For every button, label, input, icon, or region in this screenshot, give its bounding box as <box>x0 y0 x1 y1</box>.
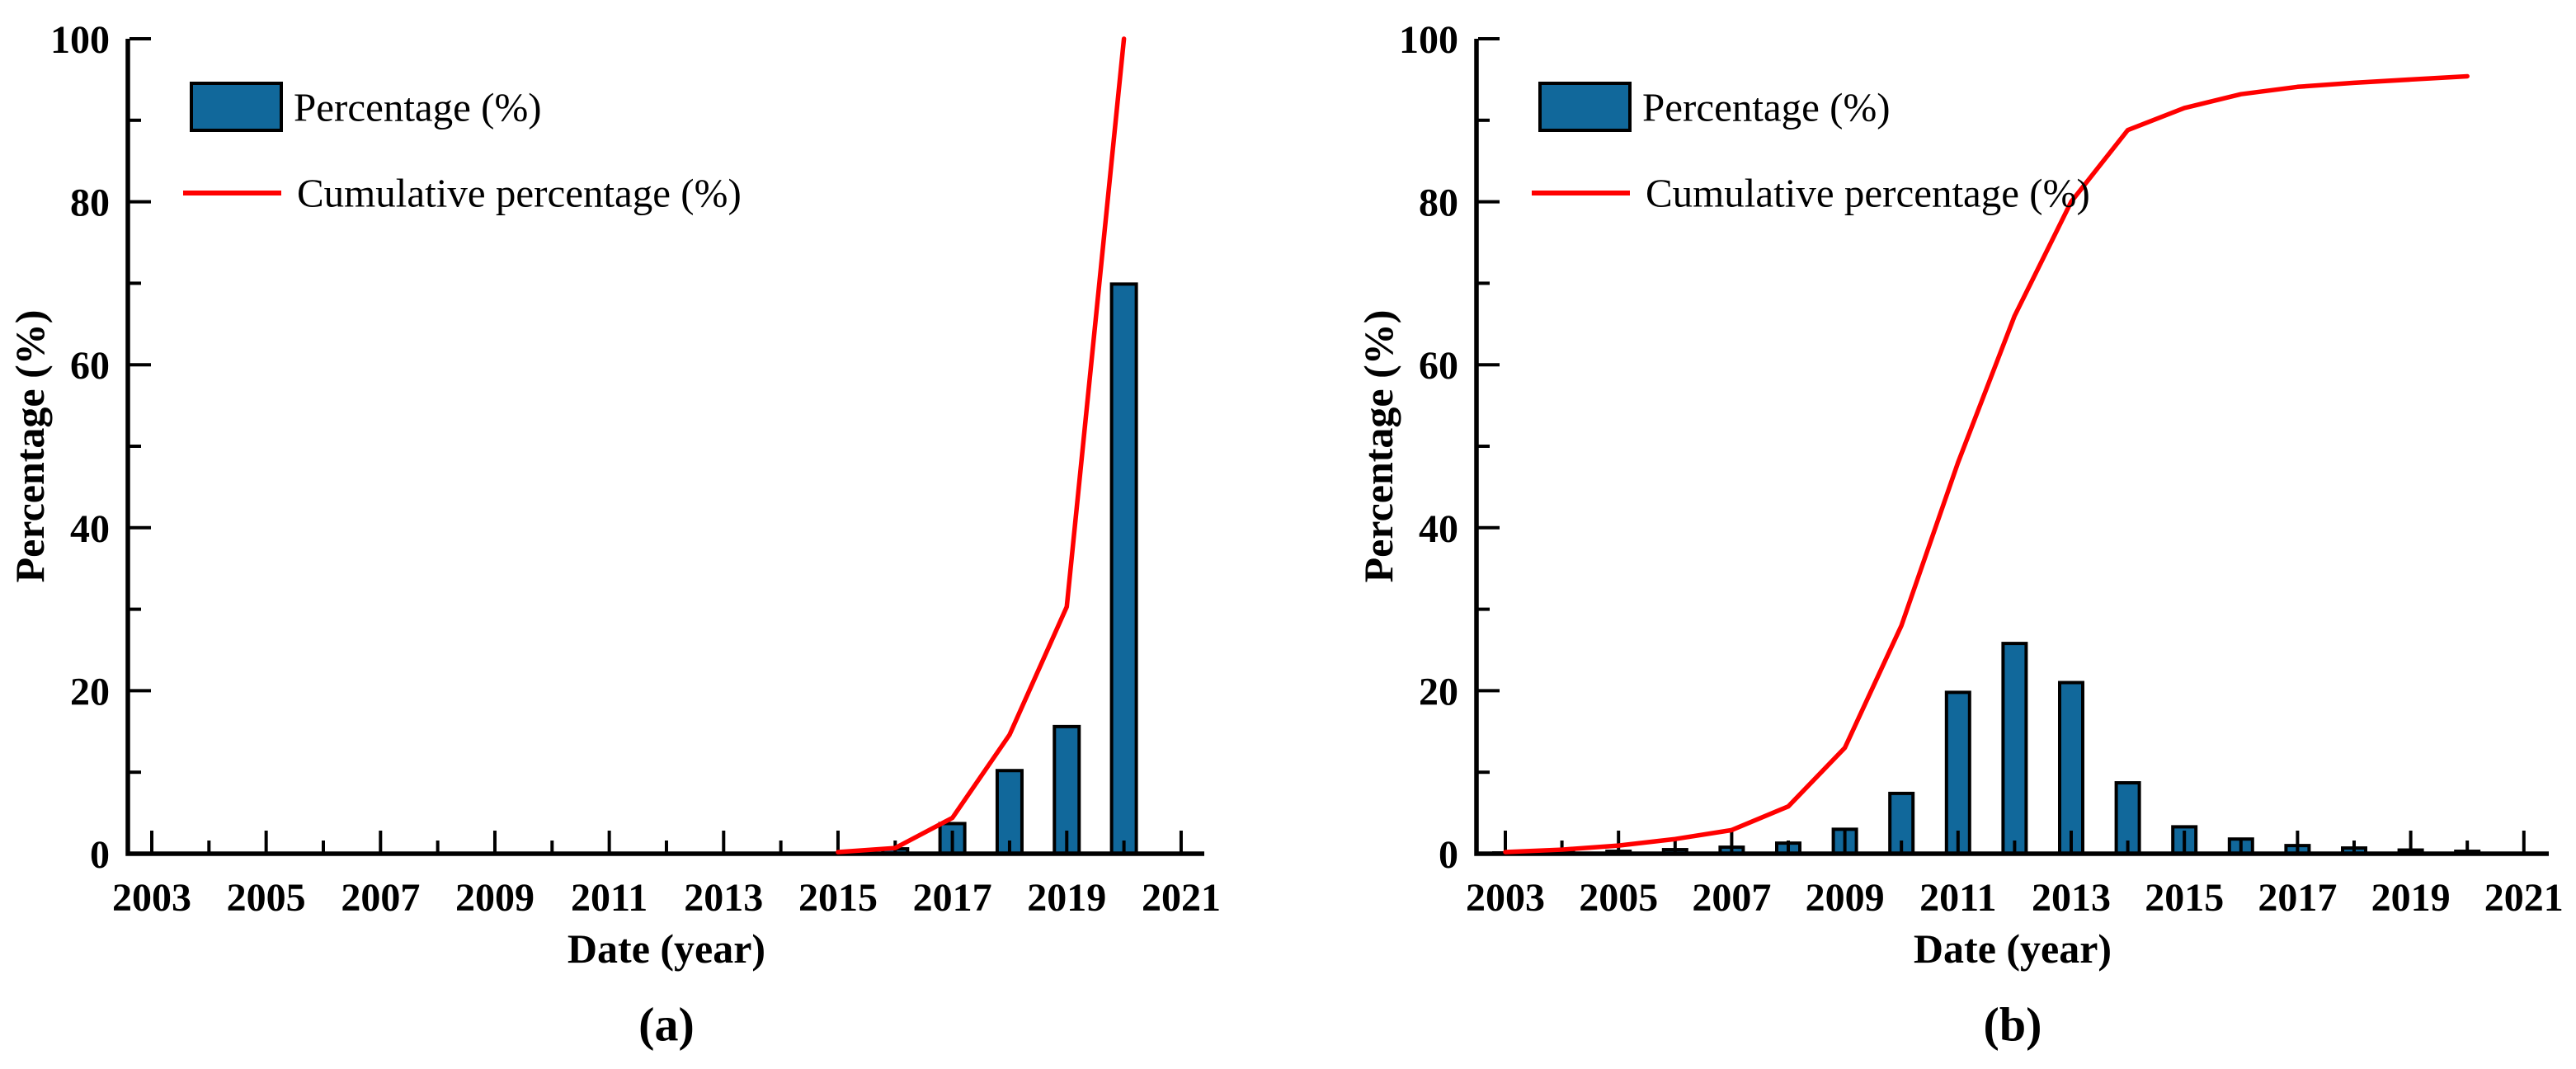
panel-letter-a: (a) <box>638 997 695 1052</box>
bar-b-2013 <box>2058 680 2084 856</box>
y-tick-label-b-60: 60 <box>1419 344 1458 388</box>
x-tick-label-a-2021: 2021 <box>1142 876 1221 920</box>
x-tick-label-b-2003: 2003 <box>1466 876 1545 920</box>
x-tick-label-a-2009: 2009 <box>455 876 535 920</box>
x-tick-label-b-2009: 2009 <box>1806 876 1885 920</box>
bar-a-2020 <box>1109 282 1138 855</box>
x-tick-label-b-2019: 2019 <box>2371 876 2451 920</box>
x-tick-label-b-2021: 2021 <box>2484 876 2564 920</box>
x-tick-label-b-2017: 2017 <box>2258 876 2337 920</box>
x-tick-label-a-2011: 2011 <box>571 876 648 920</box>
y-tick-label-b-40: 40 <box>1419 507 1458 551</box>
panel-letter-b: (b) <box>1983 997 2042 1052</box>
x-tick-label-b-2007: 2007 <box>1692 876 1771 920</box>
y-tick-label-b-20: 20 <box>1419 670 1458 713</box>
x-tick-label-b-2011: 2011 <box>1919 876 1996 920</box>
y-tick-label-b-80: 80 <box>1419 181 1458 225</box>
chart-b: 2003 2005 2007 2009 2011 2013 2015 2017 2019 2021… <box>1399 18 2564 920</box>
legend-bar-swatch-b <box>1538 82 1632 132</box>
y-tick-label-a-40: 40 <box>70 507 110 551</box>
bar-b-2012 <box>2001 642 2028 856</box>
y-tick-label-a-0: 0 <box>90 833 110 877</box>
x-tick-label-a-2013: 2013 <box>684 876 763 920</box>
x-tick-label-a-2007: 2007 <box>341 876 420 920</box>
axes-a <box>125 39 1204 856</box>
x-tick-label-a-2003: 2003 <box>112 876 191 920</box>
y-tick-label-a-60: 60 <box>70 344 110 388</box>
chart-a: 2003 2005 2007 2009 2011 2013 2015 2017 2019 2021… <box>50 18 1221 920</box>
x-tick-label-b-2005: 2005 <box>1579 876 1658 920</box>
cumulative-line-b <box>1503 73 2470 855</box>
y-axis-title-a: Percentage (%) <box>7 309 53 583</box>
x-tick-label-b-2013: 2013 <box>2032 876 2111 920</box>
x-tick-label-a-2019: 2019 <box>1027 876 1106 920</box>
x-tick-label-a-2017: 2017 <box>913 876 992 920</box>
cumulative-line-a <box>836 36 1127 855</box>
y-tick-label-a-100: 100 <box>50 18 110 62</box>
legend-line-label-b: Cumulative percentage (%) <box>1646 170 2090 216</box>
y-axis-title-b: Percentage (%) <box>1355 309 1401 583</box>
legend-bar-label-b: Percentage (%) <box>1642 84 1891 130</box>
x-tick-label-a-2015: 2015 <box>798 876 878 920</box>
x-tick-label-a-2005: 2005 <box>227 876 306 920</box>
legend-bar-label-a: Percentage (%) <box>294 84 542 130</box>
x-axis-title-a: Date (year) <box>567 925 766 972</box>
legend-bar-swatch-a <box>190 82 283 132</box>
y-tick-label-b-0: 0 <box>1439 833 1458 877</box>
y-tick-label-b-100: 100 <box>1399 18 1458 62</box>
y-tick-label-a-80: 80 <box>70 181 110 225</box>
y-tick-label-a-20: 20 <box>70 670 110 713</box>
bar-b-2011 <box>1944 690 1971 855</box>
axes-b <box>1474 39 2549 856</box>
legend-line-label-a: Cumulative percentage (%) <box>297 170 742 216</box>
x-axis-title-b: Date (year) <box>1913 925 2112 972</box>
x-tick-label-b-2015: 2015 <box>2145 876 2224 920</box>
